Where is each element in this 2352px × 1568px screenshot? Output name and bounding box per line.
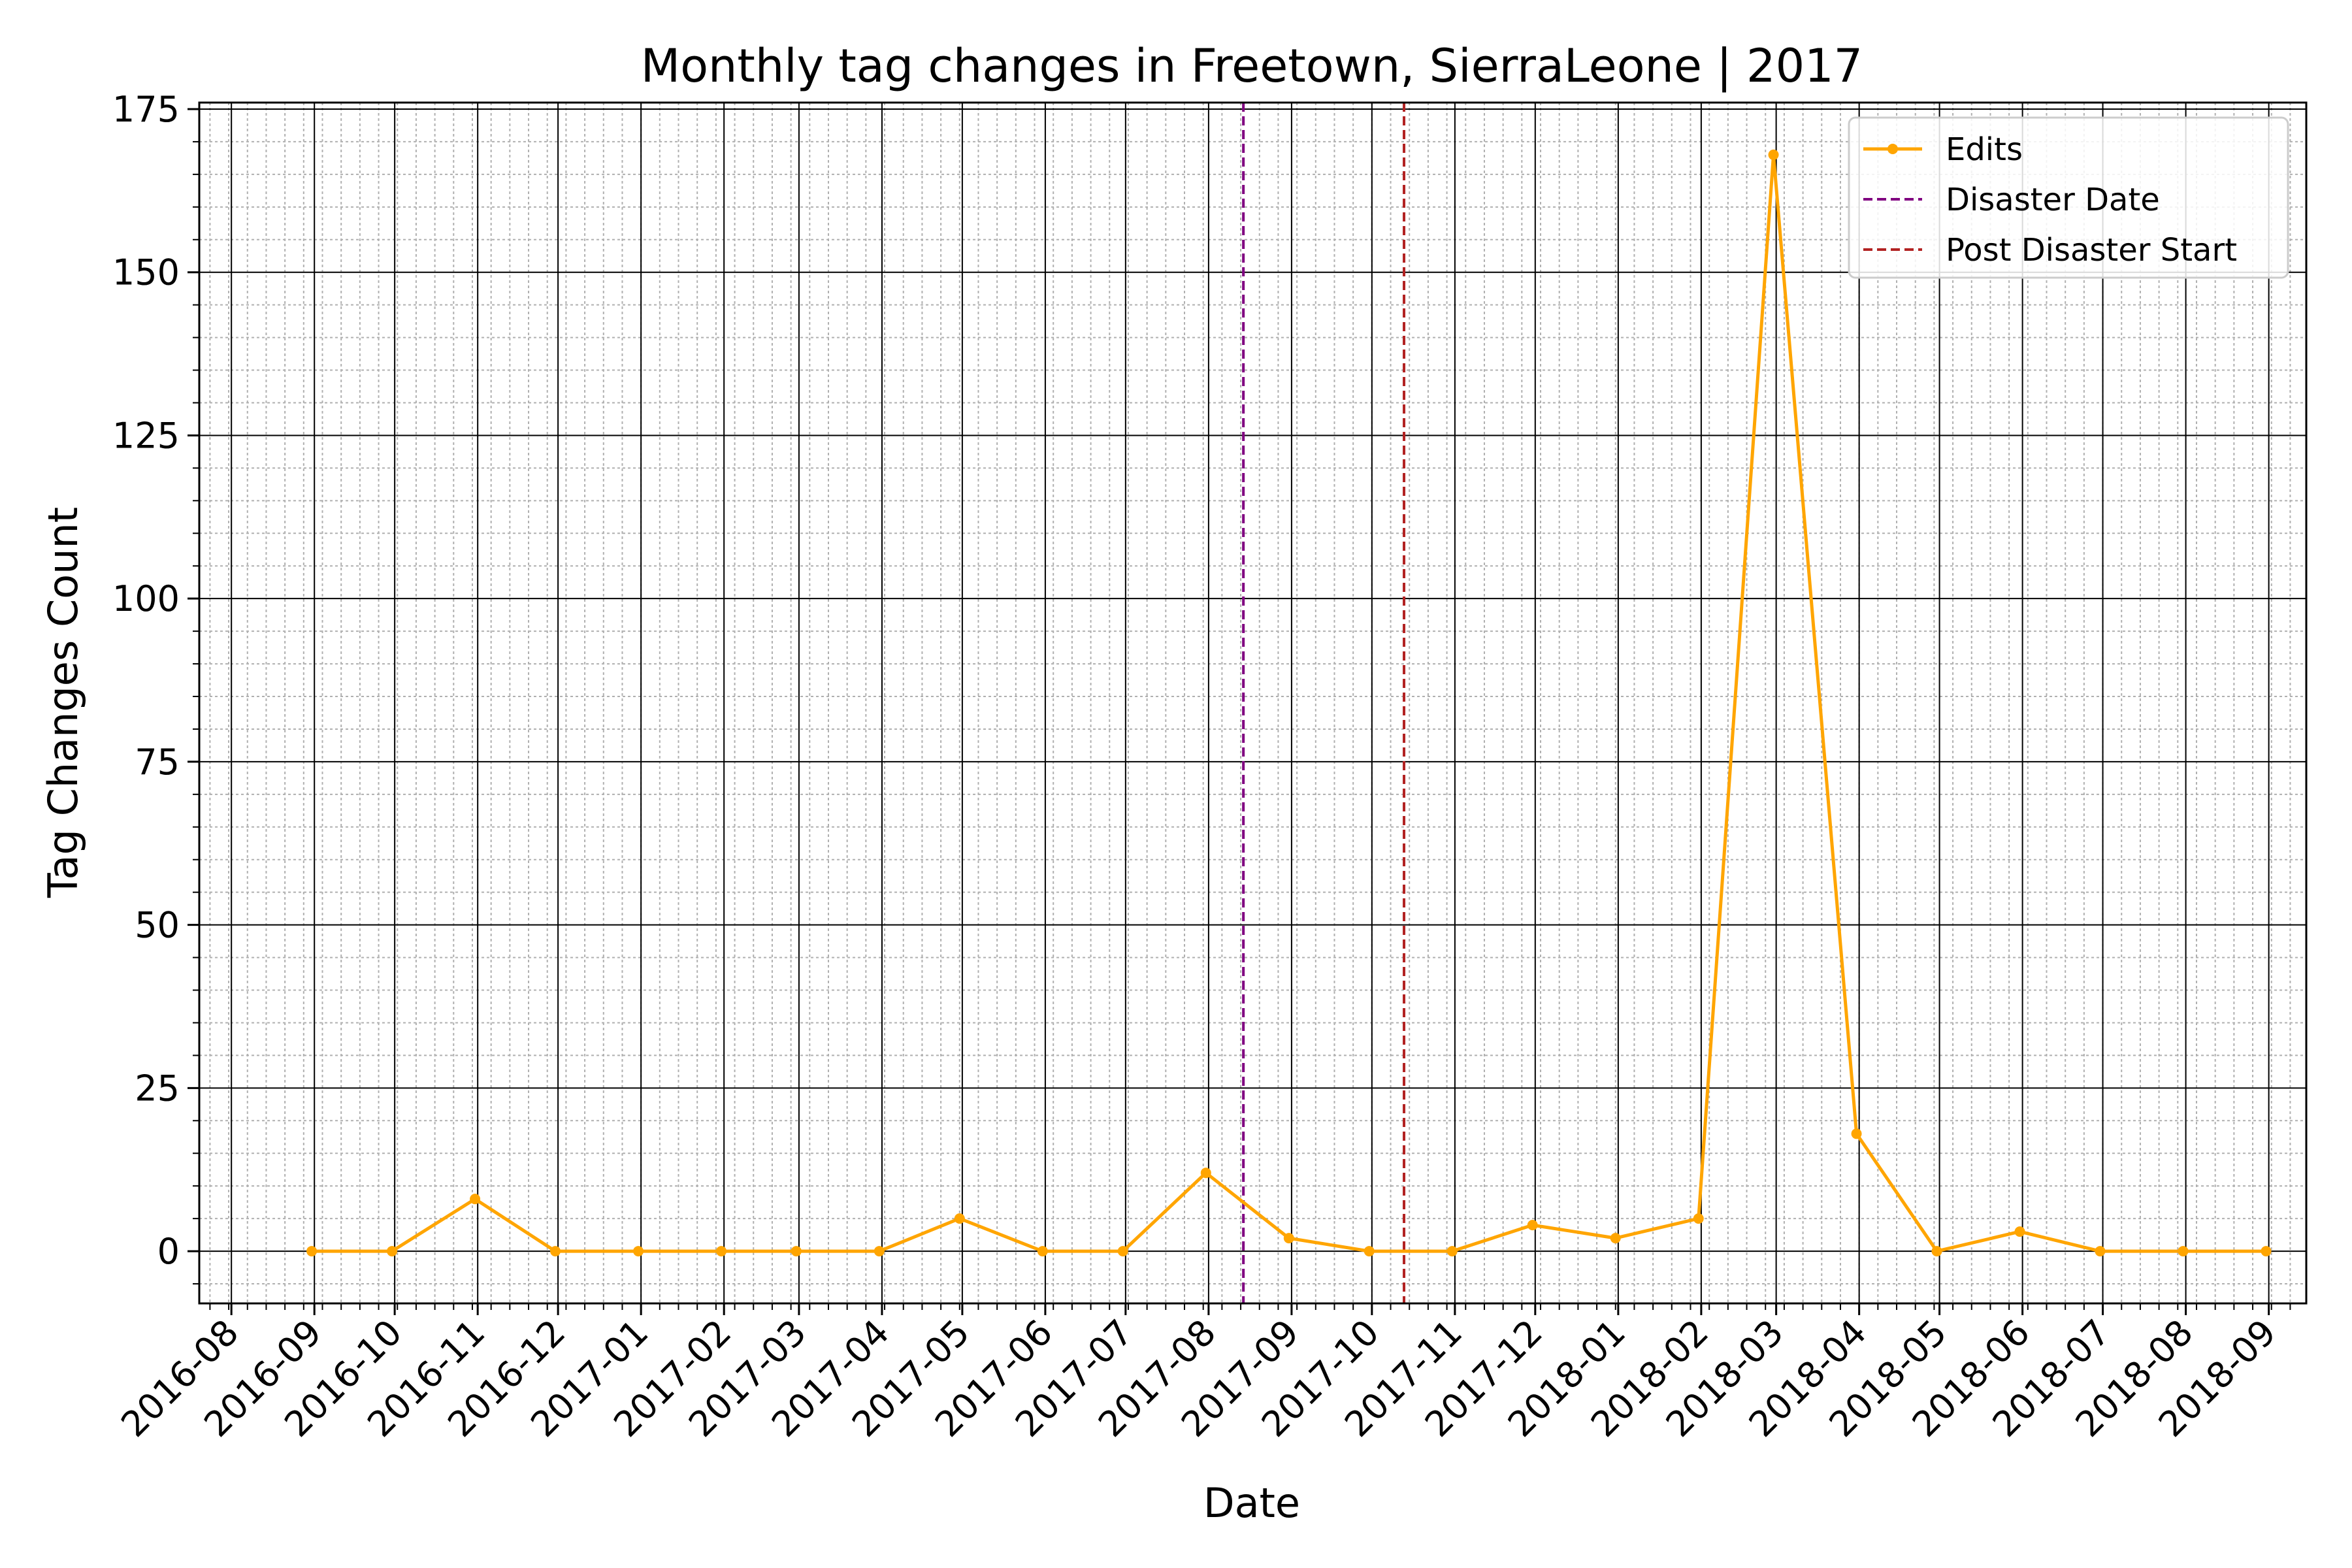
minor-grid xyxy=(199,103,2306,1303)
legend-label: Edits xyxy=(1946,131,2023,168)
data-point xyxy=(1117,1246,1128,1257)
y-tick-label: 0 xyxy=(157,1231,180,1272)
data-point xyxy=(633,1246,644,1257)
data-point xyxy=(1364,1246,1375,1257)
y-tick-label: 100 xyxy=(112,578,180,619)
data-point xyxy=(2178,1246,2189,1257)
data-point xyxy=(2095,1246,2106,1257)
y-axis: 0 25 50 75 100 125 150 175 xyxy=(112,89,199,1285)
y-tick-label: 125 xyxy=(112,415,180,456)
data-point xyxy=(1446,1246,1458,1257)
data-point xyxy=(470,1194,481,1205)
data-point xyxy=(1527,1220,1538,1231)
data-point xyxy=(954,1213,965,1224)
data-point xyxy=(1610,1233,1621,1244)
legend-label: Post Disaster Start xyxy=(1946,232,2237,269)
y-tick-label: 75 xyxy=(135,742,180,783)
y-tick-label: 25 xyxy=(135,1068,180,1109)
data-point xyxy=(2261,1246,2272,1257)
data-point xyxy=(1693,1213,1704,1224)
data-point xyxy=(716,1246,727,1257)
y-axis-label: Tag Changes Count xyxy=(39,507,87,898)
data-point xyxy=(1200,1168,1211,1179)
legend-label: Disaster Date xyxy=(1946,182,2160,218)
data-point xyxy=(791,1246,802,1257)
data-point xyxy=(1037,1246,1048,1257)
data-point xyxy=(550,1246,561,1257)
data-point xyxy=(1283,1233,1294,1244)
reference-lines xyxy=(1242,103,1406,1303)
legend-box xyxy=(1848,116,2289,279)
series-layer xyxy=(306,149,2272,1257)
data-point xyxy=(874,1246,885,1257)
plot-frame xyxy=(198,101,2308,1305)
chart-title: Monthly tag changes in Freetown, SierraL… xyxy=(641,39,1863,93)
y-tick-label: 150 xyxy=(112,252,180,293)
data-point xyxy=(1931,1246,1942,1257)
y-tick-label: 50 xyxy=(135,905,180,946)
data-point xyxy=(1851,1128,1862,1139)
data-point xyxy=(2014,1226,2025,1237)
x-axis-label: Date xyxy=(1203,1479,1300,1527)
data-point xyxy=(387,1246,398,1257)
legend-marker-edits xyxy=(1887,144,1898,154)
data-point xyxy=(1768,149,1779,160)
y-tick-label: 175 xyxy=(112,89,180,130)
legend: Edits Disaster Date Post Disaster Start xyxy=(1848,116,2289,279)
data-point xyxy=(306,1246,318,1257)
